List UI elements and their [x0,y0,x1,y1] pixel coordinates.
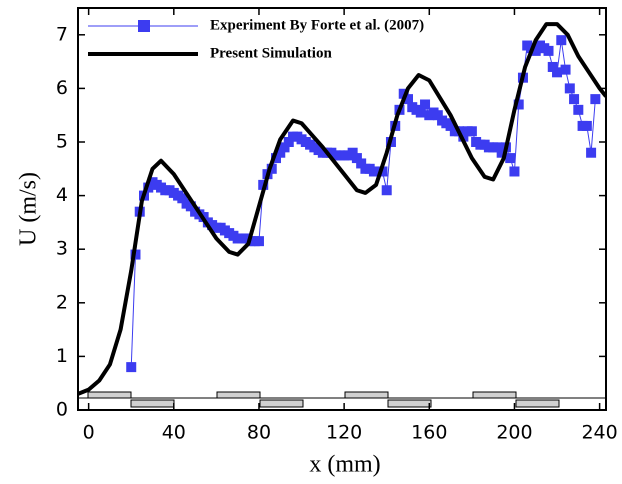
y-tick-label: 5 [56,131,68,153]
data-point [279,142,290,153]
y-axis-label: U (m/s) [16,172,42,246]
series-line [78,22,606,396]
data-point [177,193,188,204]
data-point [586,147,597,158]
data-point [253,236,264,247]
y-tick-label: 0 [56,399,68,421]
data-point [466,126,477,137]
data-point [275,147,286,158]
data-point [432,110,443,121]
electrodes [78,391,606,408]
y-tick-label: 6 [56,77,68,99]
data-point [415,107,426,118]
data-point [283,137,294,147]
data-point [356,158,367,169]
x-axis-label: x (mm) [309,452,380,478]
data-point [513,99,524,110]
data-point [403,94,413,105]
x-tick-label: 160 [411,422,447,444]
y-tick-label: 2 [56,291,68,313]
data-point [573,104,584,115]
x-tick-label: 120 [326,422,362,444]
data-point [590,94,601,105]
data-point [185,201,196,212]
data-point [543,45,554,56]
data-point [347,147,358,158]
series-line [130,39,596,368]
data-point [556,35,567,46]
x-tick-label: 40 [162,422,186,444]
data-point [505,153,516,164]
y-tick-label: 1 [56,345,68,367]
data-point [552,67,563,78]
data-point [569,94,580,105]
y-tick-label: 7 [56,23,68,45]
data-point [564,83,575,94]
data-point [271,153,281,164]
data-point [126,362,137,373]
plot-area [78,22,606,396]
x-tick-label: 0 [83,422,95,444]
legend-label: Present Simulation [210,45,332,61]
y-tick-label: 3 [56,238,68,260]
x-tick-label: 80 [247,422,271,444]
data-point [381,185,392,196]
legend-label: Experiment By Forte et al. (2007) [210,17,424,33]
x-tick-label: 240 [581,422,617,444]
frame [77,7,607,411]
data-point [445,120,456,131]
data-point [266,163,277,174]
data-point [351,153,362,164]
x-tick-label: 200 [496,422,532,444]
y-tick-label: 4 [56,184,68,206]
data-point [509,166,520,177]
legend-marker [138,20,150,32]
data-point [492,142,503,153]
data-point [581,120,592,131]
data-point [560,64,571,75]
data-point [496,147,507,158]
data-point [420,99,431,110]
data-point [530,45,541,56]
data-point [547,61,558,72]
